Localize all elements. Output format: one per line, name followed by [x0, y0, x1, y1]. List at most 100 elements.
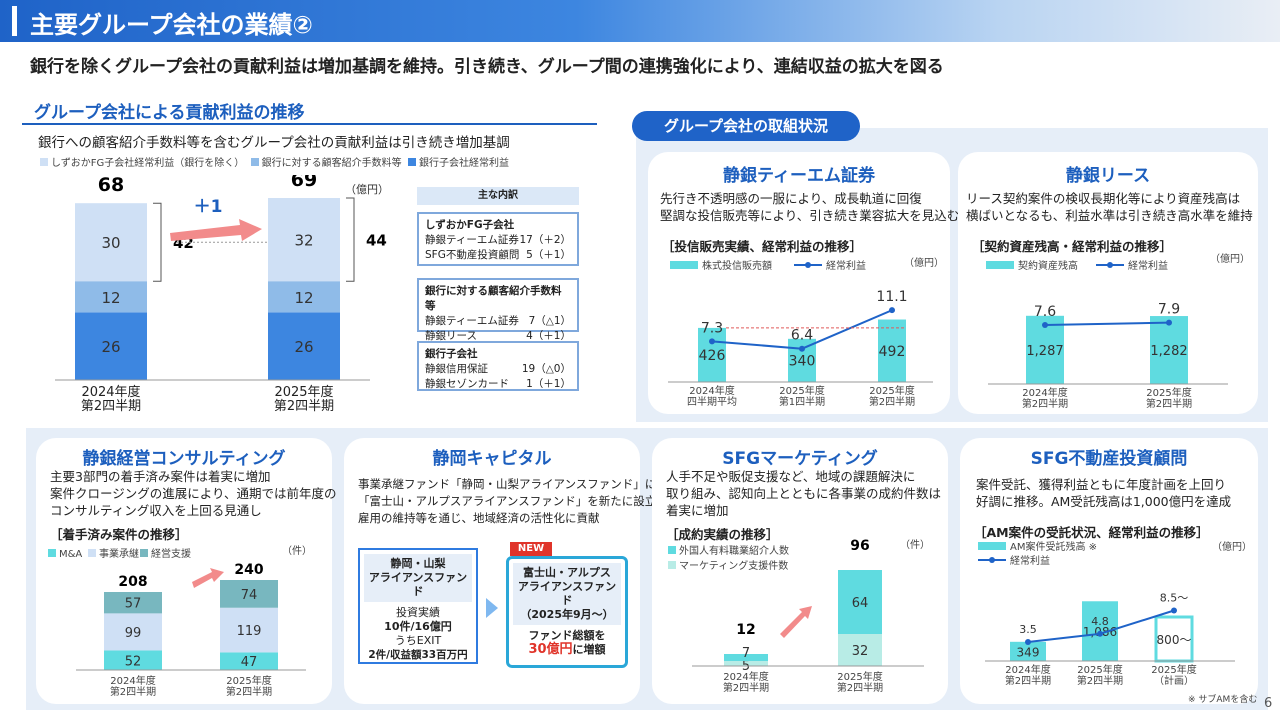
legend-label: 事業承継	[99, 547, 139, 560]
card-mkt-title: SFGマーケティング	[722, 449, 878, 469]
legend-label: マーケティング支援件数	[679, 559, 788, 572]
bar-segment	[268, 281, 340, 313]
bar-value: 26	[294, 338, 313, 356]
x-tick-label: 2025年度	[869, 384, 914, 397]
text-line: 雇用の維持等を通じ、地域経済の活性化に貢献	[358, 511, 600, 525]
x-tick-label: 第2四半期	[869, 395, 915, 408]
page-title: 主要グループ会社の業績②	[30, 11, 313, 39]
breakdown-value: 1（＋1）	[526, 378, 571, 390]
bar-segment	[104, 650, 162, 670]
bar-value: 426	[699, 348, 726, 364]
bar-value: 492	[879, 344, 906, 360]
line-point	[1166, 319, 1172, 326]
x-tick-label: 2025年度	[1151, 663, 1196, 676]
text-line: 「富士山・アルプスアライアンスファンド」を新たに設立	[358, 494, 657, 508]
breakdown-box: しずおかFG子会社 静銀ティーエム証券 17（＋2） SFG不動産投資顧問 5（＋1）	[417, 212, 579, 266]
header-bar: 主要グループ会社の業績②	[0, 0, 1280, 42]
page-number: 6	[1264, 696, 1273, 711]
bar-segment	[75, 312, 147, 380]
line-point	[1042, 322, 1048, 328]
increase-arrow	[170, 219, 262, 241]
breakdown-item: SFG不動産投資顧問	[425, 249, 520, 261]
fund2-l1: ファンド総額を	[528, 629, 606, 642]
legend-label: 経常利益	[1010, 554, 1050, 567]
line-value: 7.9	[1158, 302, 1180, 318]
legend-label: 経常利益	[826, 259, 866, 272]
x-tick-label: 2024年度	[1022, 386, 1067, 399]
bar-value: 349	[1017, 645, 1040, 659]
footnote: ※ サブAMを含む	[1188, 693, 1257, 704]
x-tick-label: 第2四半期	[110, 685, 156, 698]
bar	[878, 319, 906, 382]
card-mkt: SFGマーケティング 人手不足や販促支援など、地域の課題解決に 取り組み、認知向上…	[652, 438, 948, 704]
bar-segment	[268, 198, 340, 282]
breakdown-row: 静銀リース 4（＋1）	[425, 329, 571, 344]
card-lease: 静銀リース リース契約案件の検収長期化等により資産残高は 横ばいとなるも、利益水準…	[958, 152, 1258, 414]
bar-segment	[838, 570, 882, 634]
increase-arrow	[192, 568, 224, 588]
legend-swatch	[668, 546, 676, 554]
text-line: 案件クロージングの進展により、通期では前年度の	[50, 486, 337, 501]
breakdown-row: SFG不動産投資顧問 5（＋1）	[425, 248, 571, 263]
bar-segment	[724, 661, 768, 666]
unit-label: （件）	[900, 539, 930, 551]
bar-segment	[75, 203, 147, 282]
breakdown-item: 静銀セゾンカード	[425, 378, 509, 390]
breakdown-value: 4（＋1）	[526, 330, 571, 342]
bar-total: 208	[118, 574, 147, 590]
bar-value: 1,282	[1150, 344, 1187, 359]
x-tick-label: 2025年度	[274, 384, 333, 400]
bar-total: 96	[850, 538, 869, 554]
left-heading-text: グループ会社による貢献利益の推移	[34, 103, 305, 123]
breakdown-row: 静銀信用保証 19（△0）	[425, 362, 571, 377]
text-line: 横ばいとなるも、利益水準は引き続き高水準を維持	[966, 208, 1253, 223]
card-lease-chart-label: ［契約資産残高・経常利益の推移］	[972, 239, 1173, 254]
legend-label: 契約資産残高	[1018, 259, 1078, 272]
bar-value: 1,287	[1026, 344, 1063, 359]
legend-swatch	[978, 542, 1006, 550]
series-line	[1044, 321, 1170, 326]
legend-label: AM案件受託残高 ※	[1010, 540, 1097, 553]
x-tick-label: 2024年度	[689, 384, 734, 397]
text-line: 案件受託、獲得利益ともに年度計画を上回り	[976, 477, 1227, 492]
breakdown-item: 静銀ティーエム証券	[425, 234, 519, 246]
breakdown-row: 静銀ティーエム証券 7（△1）	[425, 314, 571, 329]
card-tm-chart-label: ［投信販売実績、経常利益の推移］	[662, 239, 863, 254]
breakdown-item: 静銀ティーエム証券	[425, 315, 519, 327]
bar-value: 47	[241, 655, 258, 670]
line-point	[1171, 607, 1177, 614]
legend-label: 経常利益	[1128, 259, 1168, 272]
fund2-name: 富士山・アルプス アライアンスファンド （2025年9月～）	[513, 563, 621, 625]
group-unit: （億円）	[345, 183, 389, 196]
x-tick-label: 2025年度	[226, 674, 271, 687]
fund1-box: 静岡・山梨 アライアンスファンド 投資実績 10件/16億円 うちEXIT 2件…	[358, 548, 478, 664]
text-line: 好調に推移。AM受託残高は1,000億円を達成	[976, 494, 1232, 509]
x-tick-label: 2025年度	[1077, 663, 1122, 676]
text-line: リース契約案件の検収長期化等により資産残高は	[966, 191, 1241, 206]
fund2-amount: 30億円	[528, 642, 573, 657]
bar-segment	[220, 607, 278, 653]
x-tick-label: 第2四半期	[1022, 397, 1068, 410]
group-profit-chart: （億円） 26123068422024年度第2四半期26123269442025…	[55, 175, 389, 414]
legend-swatch	[986, 261, 1014, 269]
legend-label: 経営支援	[151, 547, 191, 560]
bracket	[346, 197, 355, 282]
x-tick-label: 2024年度	[81, 384, 140, 400]
x-tick-label: 2024年度	[110, 674, 155, 687]
bar-value: 64	[852, 596, 869, 611]
text-line: 人手不足や販促支援など、地域の課題解決に	[666, 469, 916, 484]
bar-value: 57	[125, 597, 142, 612]
increase-delta: ＋1	[194, 197, 223, 217]
re-chart: AM案件受託残高 ※経常利益（億円）3492024年度第2四半期1,086202…	[978, 540, 1257, 704]
legend-marker	[805, 262, 811, 268]
x-tick-label: （計画）	[1154, 674, 1194, 687]
card-consult: 静銀経営コンサルティング 主要3部門の着手済み案件は着実に増加 案件クロージングの…	[36, 438, 337, 704]
text-line: 着実に増加	[666, 503, 729, 518]
bar-value: 74	[241, 588, 258, 603]
card-consult-text: 主要3部門の着手済み案件は着実に増加 案件クロージングの進展により、通期では前年度…	[50, 468, 337, 519]
bar	[1150, 316, 1188, 384]
line-value: 3.5	[1019, 623, 1037, 636]
bar-total: 69	[291, 175, 317, 191]
